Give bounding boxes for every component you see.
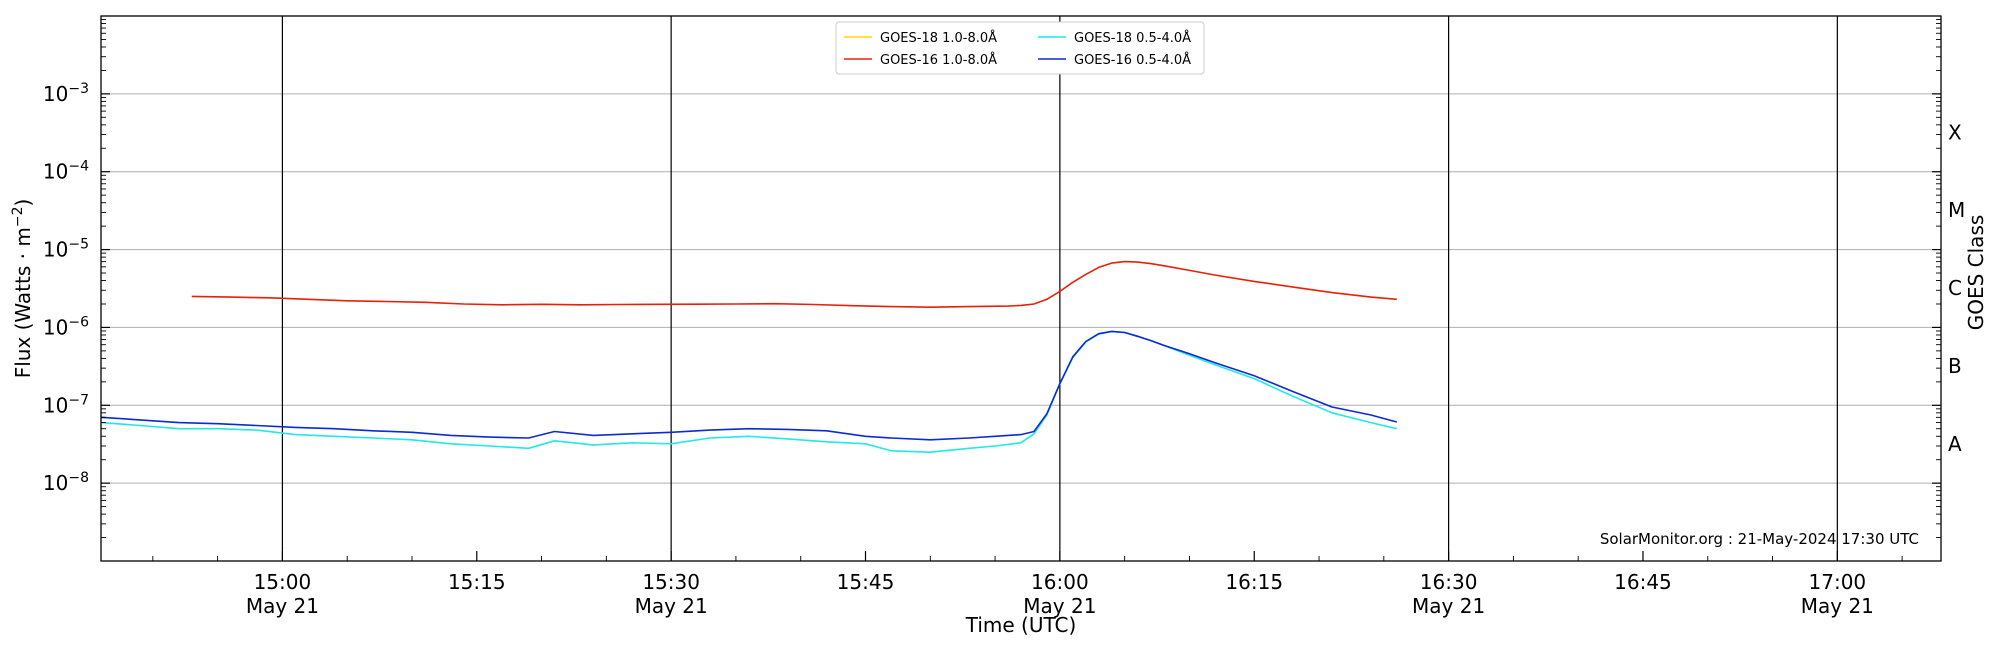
x-tick-label-date: May 21 (1801, 594, 1874, 618)
goes-class-label: B (1948, 354, 1962, 378)
goes-class-axis-label: GOES Class (1964, 215, 1988, 331)
y-axis-label-close: ) (11, 199, 35, 207)
y-tick-label: 10−3 (43, 81, 89, 106)
plot-frame (100, 15, 1942, 562)
x-tick-label-time: 15:45 (837, 570, 895, 594)
x-tick-label-time: 16:30 (1420, 570, 1478, 594)
x-tick-label-time: 16:15 (1225, 570, 1283, 594)
goes-class-label: X (1948, 120, 1962, 144)
y-tick-label: 10−7 (43, 392, 89, 417)
series-line-2 (100, 330, 1397, 453)
credit-text: SolarMonitor.org : 21-May-2024 17:30 UTC (1600, 530, 1919, 548)
legend-entry: GOES-18 0.5-4.0Å (1074, 30, 1191, 46)
y-axis-label-exponent: −2 (10, 207, 26, 228)
x-tick-label-date: May 21 (246, 594, 319, 618)
legend-box (835, 21, 1205, 75)
x-tick-label-time: 16:00 (1031, 570, 1089, 594)
x-axis-label: Time (UTC) (965, 613, 1077, 637)
x-tick-label-date: May 21 (1023, 594, 1096, 618)
y-axis-label-main: Flux (Watts · m (11, 227, 35, 378)
x-tick-label-time: 15:00 (254, 570, 312, 594)
grid-layer (101, 16, 1941, 561)
series-line-1 (191, 260, 1397, 308)
x-tick-label-date: May 21 (635, 594, 708, 618)
x-tick-label-time: 16:45 (1614, 570, 1672, 594)
y-tick-label: 10−5 (43, 237, 89, 262)
x-tick-label-date: May 21 (1412, 594, 1485, 618)
series-layer (100, 260, 1398, 453)
y-tick-label: 10−4 (43, 159, 89, 184)
legend-entry: GOES-16 0.5-4.0Å (1074, 52, 1191, 68)
legend: GOES-18 1.0-8.0Å GOES-18 0.5-4.0Å GOES-16 … (835, 21, 1205, 75)
y-tick-label: 10−6 (43, 314, 89, 339)
legend-entry: GOES-16 1.0-8.0Å (880, 52, 997, 68)
goes-class-label: M (1948, 198, 1965, 222)
x-tick-label-time: 17:00 (1809, 570, 1867, 594)
x-tick-label-time: 15:15 (448, 570, 506, 594)
y-tick-label: 10−8 (43, 470, 89, 495)
legend-entry: GOES-18 1.0-8.0Å (880, 30, 997, 46)
goes-class-label: A (1948, 432, 1962, 456)
series-line-3 (100, 330, 1398, 441)
x-tick-label-time: 15:30 (642, 570, 700, 594)
goes-class-label: C (1948, 276, 1962, 300)
y-axis-label: Flux (Watts · m−2) (10, 199, 35, 379)
